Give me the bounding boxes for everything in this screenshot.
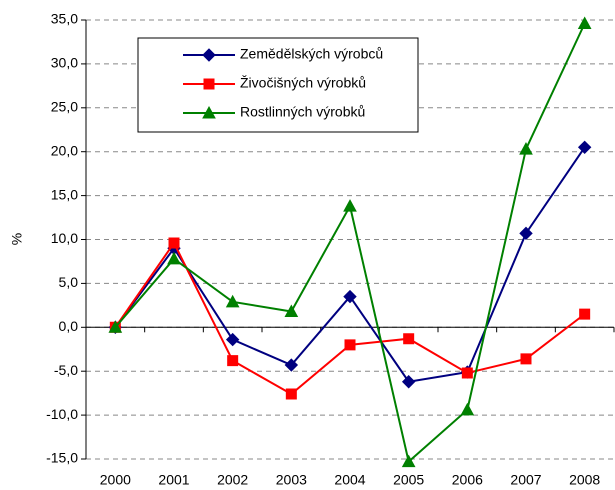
legend-label: Živočišných výrobků [240,75,366,91]
marker [202,48,216,62]
marker [167,251,181,265]
x-tick-label: 2001 [158,472,189,488]
marker [285,388,297,400]
marker [284,304,299,317]
marker [519,142,533,155]
marker [460,402,475,416]
y-tick-label: 30,0 [51,55,78,71]
marker [577,16,592,30]
marker [343,289,357,304]
x-tick-label: 2007 [510,472,541,488]
y-tick-label: -10,0 [46,406,78,422]
legend-label: Zemědělských výrobců [240,46,383,62]
marker [579,308,591,320]
marker [168,237,180,249]
marker [284,358,299,372]
x-tick-label: 2003 [276,472,307,488]
y-axis-label: % [9,233,25,245]
marker [225,332,240,347]
y-tick-label: 25,0 [51,99,78,115]
y-tick-label: -5,0 [54,362,78,378]
y-tick-label: 0,0 [59,318,79,334]
marker [519,226,533,241]
marker [461,367,473,379]
y-tick-label: 10,0 [51,230,78,246]
x-tick-label: 2002 [217,472,248,488]
marker [108,320,123,333]
marker [225,294,240,308]
x-tick-label: 2004 [334,472,365,488]
marker [401,375,416,389]
marker [203,78,215,90]
marker [401,454,416,468]
y-tick-label: 35,0 [51,11,78,27]
y-tick-label: 15,0 [51,186,78,202]
marker [577,140,592,155]
marker [343,199,357,212]
y-tick-label: -15,0 [46,450,78,466]
x-tick-label: 2000 [100,472,131,488]
y-tick-label: 20,0 [51,142,78,158]
legend-label: Rostlinných výrobků [240,104,365,120]
marker [202,105,216,119]
marker [403,333,415,345]
marker [344,339,356,351]
x-tick-label: 2005 [393,472,424,488]
x-tick-label: 2008 [569,472,600,488]
marker [520,353,532,365]
marker [227,355,239,367]
y-tick-label: 5,0 [59,274,79,290]
x-tick-label: 2006 [452,472,483,488]
